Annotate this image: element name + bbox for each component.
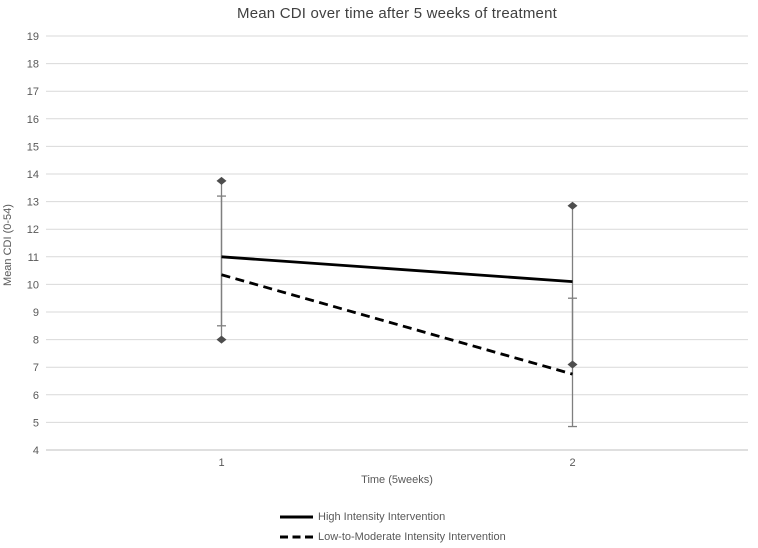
x-axis-title: Time (5weeks)	[361, 474, 433, 486]
legend-label: Low-to-Moderate Intensity Intervention	[318, 531, 506, 543]
legend-dashed-line-swatch	[280, 535, 313, 539]
x-tick-label: 2	[569, 457, 575, 469]
legend-item-high-intensity: High Intensity Intervention	[280, 507, 506, 527]
y-tick-label: 11	[28, 252, 39, 264]
y-tick-label: 17	[27, 86, 39, 98]
y-tick-label: 10	[27, 279, 39, 291]
series-line-dashed	[221, 273, 573, 376]
legend-item-low-moderate-intensity: Low-to-Moderate Intensity Intervention	[280, 527, 506, 547]
chart-title: Mean CDI over time after 5 weeks of trea…	[237, 5, 557, 22]
x-tick-label: 1	[218, 457, 224, 469]
y-tick-label: 19	[27, 31, 39, 43]
legend-label: High Intensity Intervention	[318, 511, 446, 523]
legend-solid-line-swatch	[280, 515, 313, 519]
y-tick-label: 8	[33, 335, 39, 347]
y-tick-label: 4	[33, 445, 39, 457]
y-tick-label: 13	[27, 197, 39, 209]
y-tick-label: 18	[27, 59, 39, 71]
y-tick-label: 5	[33, 417, 39, 429]
y-tick-label: 15	[27, 141, 39, 153]
y-tick-label: 6	[33, 390, 39, 402]
y-tick-label: 14	[27, 169, 39, 181]
y-axis-title: Mean CDI (0-54)	[2, 204, 14, 286]
y-tick-label: 9	[33, 307, 39, 319]
y-tick-label: 7	[33, 362, 39, 374]
y-tick-label: 12	[27, 224, 39, 236]
y-tick-label: 16	[27, 114, 39, 126]
diamond-marker	[567, 360, 578, 369]
diamond-marker	[567, 201, 578, 210]
diamond-marker	[216, 176, 227, 185]
series-line-solid	[221, 255, 573, 284]
diamond-marker	[216, 335, 227, 344]
legend: High Intensity Intervention Low-to-Moder…	[280, 507, 506, 547]
